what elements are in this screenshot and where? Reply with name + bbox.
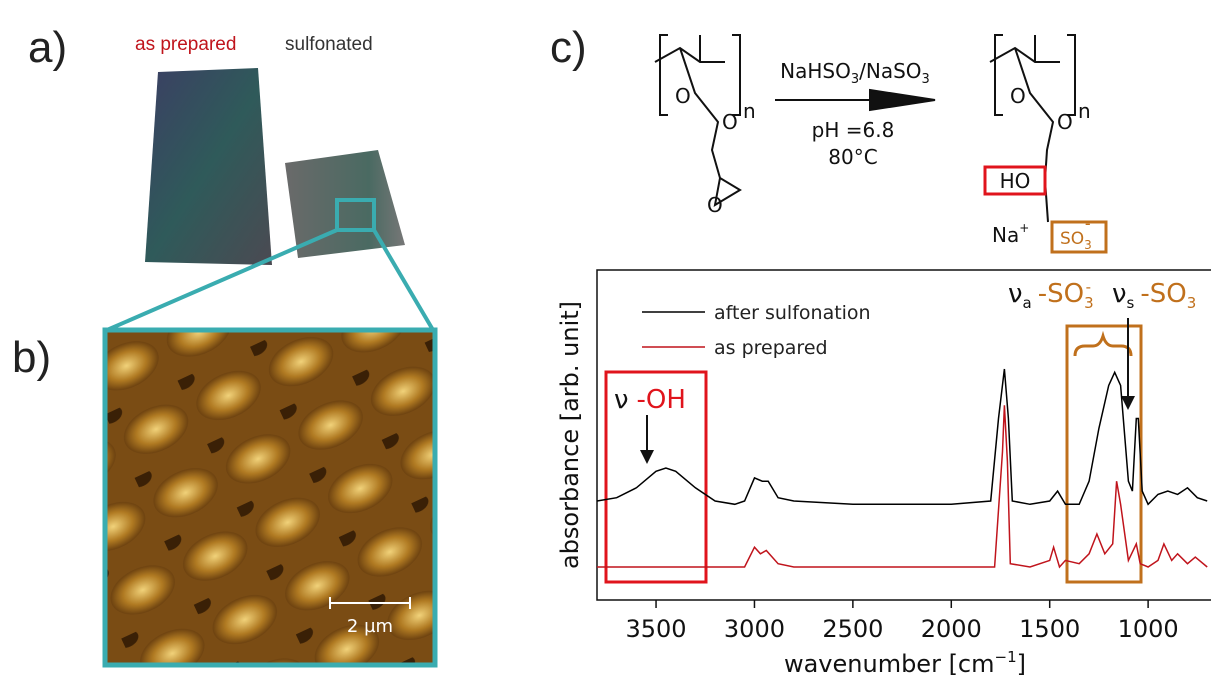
highlight-box: [1067, 326, 1141, 582]
anion: SO3-: [1060, 214, 1092, 252]
repeat: n: [1078, 99, 1091, 123]
photo-label: as prepared: [135, 34, 236, 55]
atom: HO: [1000, 169, 1031, 193]
spectrum-chart: wavenumber [cm−1] absorbance [arb. unit]…: [556, 270, 1211, 678]
brace: [1075, 336, 1131, 356]
panel-a: a) as prepared sulfonated: [28, 23, 433, 330]
scheme: c) O O O n O O n NaHSO3/NaSO3 pH =6.8 80…: [550, 23, 1106, 252]
x-tick-label: 2000: [921, 615, 982, 643]
annotation: νs-SO3: [1112, 279, 1196, 312]
scale-label: 2 µm: [347, 616, 393, 637]
condition: pH =6.8: [812, 118, 895, 142]
panel-label: b): [12, 333, 51, 382]
sample-photo: [145, 68, 272, 265]
spectrum-line: [597, 369, 1207, 504]
atom: O: [722, 110, 738, 134]
annotation: νa-SO3-: [1008, 278, 1094, 312]
panel-b: b) 2 µm: [12, 330, 435, 665]
y-axis-title: absorbance [arb. unit]: [556, 301, 584, 569]
atom: O: [1010, 84, 1026, 108]
atom: O: [1057, 110, 1073, 134]
repeat: n: [743, 99, 756, 123]
atom: O: [675, 84, 691, 108]
x-tick-label: 1000: [1118, 615, 1179, 643]
legend-label: after sulfonation: [714, 302, 871, 324]
cation: Na+: [992, 221, 1029, 247]
plot-frame: [597, 270, 1211, 600]
arrow-head: [640, 450, 654, 464]
x-tick-label: 1500: [1019, 615, 1080, 643]
annotation: ν-OH: [614, 385, 686, 415]
atom: O: [707, 193, 723, 217]
spectrum-line: [597, 405, 1207, 567]
reagent: NaHSO3/NaSO3: [780, 59, 930, 87]
x-tick-label: 3000: [724, 615, 785, 643]
x-axis-title: wavenumber [cm−1]: [784, 648, 1026, 678]
figure: a) as prepared sulfonated b) 2 µm c) O O…: [0, 0, 1211, 686]
legend-label: as prepared: [714, 337, 828, 359]
panel-label: a): [28, 23, 67, 72]
x-tick-label: 3500: [626, 615, 687, 643]
photo-label: sulfonated: [285, 34, 373, 55]
arrow-head: [870, 90, 935, 110]
afm-image: [105, 330, 435, 665]
sample-photo: [285, 150, 405, 258]
panel-label: c): [550, 23, 587, 72]
x-tick-label: 2500: [822, 615, 883, 643]
condition: 80°C: [828, 145, 877, 169]
